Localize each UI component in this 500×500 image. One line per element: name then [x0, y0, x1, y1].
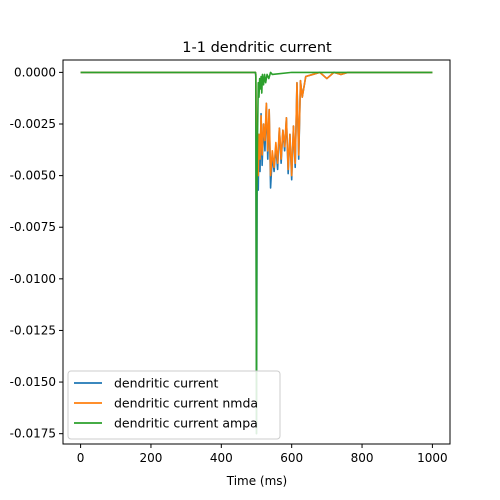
chart-title: 1-1 dendritic current — [182, 40, 332, 56]
y-tick-label: -0.0075 — [10, 220, 56, 234]
y-tick-label: -0.0175 — [10, 427, 56, 441]
x-tick-label: 1000 — [417, 451, 448, 465]
x-tick-label: 800 — [351, 451, 374, 465]
x-tick-label: 0 — [77, 451, 85, 465]
x-axis-label: Time (ms) — [226, 474, 288, 488]
legend-box — [67, 370, 281, 440]
legend-entry: dendritic current ampa — [114, 416, 258, 431]
x-tick-label: 200 — [140, 451, 163, 465]
x-axis: 0 200 400 600 800 1000 — [77, 444, 448, 465]
series-line-2 — [80, 71, 433, 435]
y-tick-label: 0.0000 — [14, 65, 56, 79]
y-tick-label: -0.0025 — [10, 117, 56, 131]
series-line-1 — [80, 71, 433, 177]
x-tick-label: 400 — [210, 451, 233, 465]
legend: dendritic current dendritic current nmda d… — [67, 370, 281, 440]
y-tick-label: -0.0125 — [10, 323, 56, 337]
legend-entry: dendritic current nmda — [114, 396, 258, 411]
x-tick-label: 600 — [280, 451, 303, 465]
y-tick-label: -0.0100 — [10, 272, 56, 286]
y-axis: 0.0000 -0.0025 -0.0050 -0.0075 -0.0100 -0.012… — [10, 65, 63, 441]
legend-entry: dendritic current — [114, 376, 219, 391]
y-tick-label: -0.0150 — [10, 375, 56, 389]
plot-frame — [62, 59, 451, 445]
y-tick-label: -0.0050 — [10, 169, 56, 183]
